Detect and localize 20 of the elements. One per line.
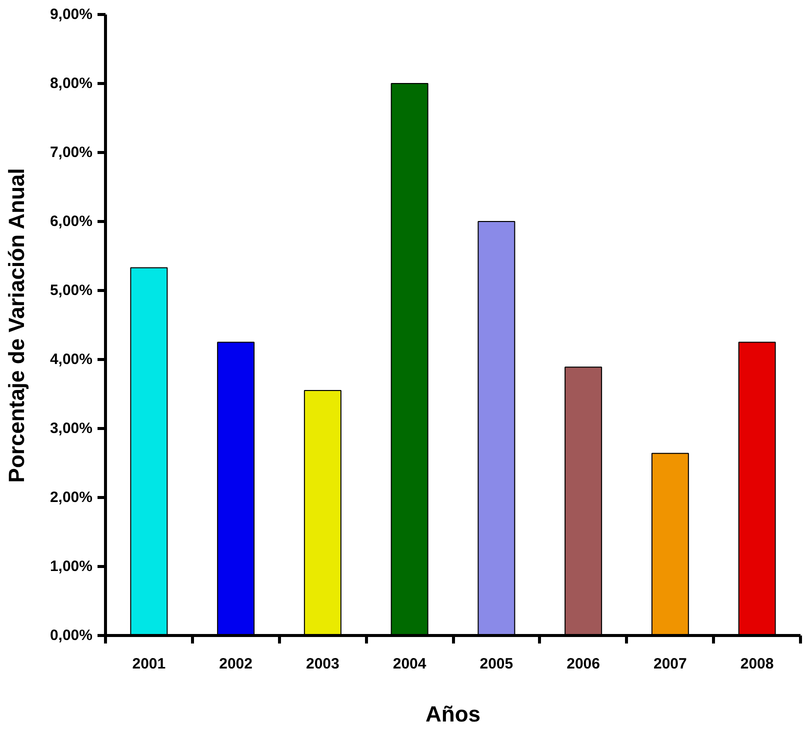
x-tick-label: 2008 [740, 656, 774, 672]
x-tick-label: 2001 [132, 656, 166, 672]
x-tick-label: 2006 [566, 656, 600, 672]
y-tick-label: 8,00% [50, 75, 93, 92]
y-tick-label: 4,00% [50, 351, 93, 368]
y-tick-label: 2,00% [50, 489, 93, 506]
y-tick-label: 7,00% [50, 144, 93, 161]
y-tick-label: 3,00% [50, 420, 93, 437]
x-tick-label: 2004 [392, 656, 427, 672]
x-axis-title: Años [426, 702, 480, 726]
y-tick-label: 5,00% [50, 282, 93, 299]
x-tick-label: 2005 [480, 656, 514, 672]
y-axis-title: Porcentaje de Variación Anual [4, 168, 29, 483]
x-tick-label: 2002 [219, 656, 253, 672]
x-tick-label: 2003 [306, 656, 340, 672]
y-tick-label: 9,00% [50, 6, 93, 23]
y-tick-label: 6,00% [50, 213, 93, 230]
y-tick-label: 1,00% [50, 558, 93, 575]
x-tick-label: 2007 [654, 656, 687, 672]
y-tick-label: 0,00% [50, 627, 93, 644]
